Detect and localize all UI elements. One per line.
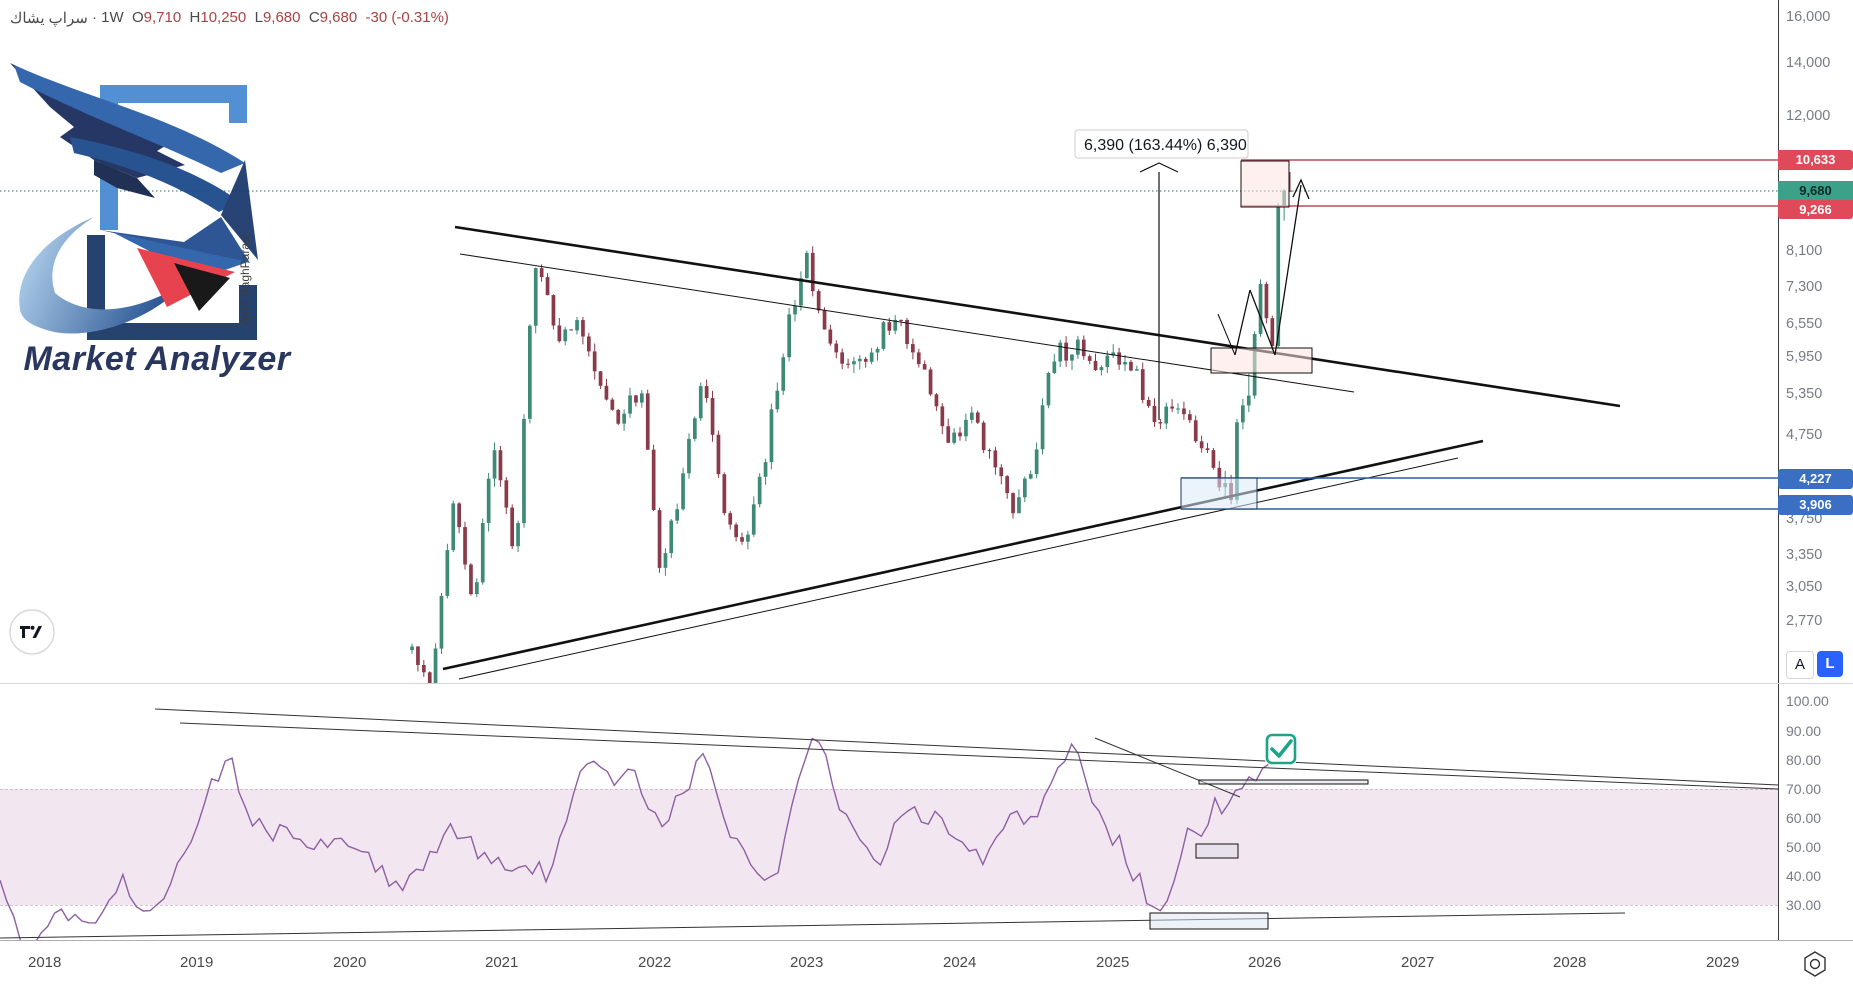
svg-text:Amir HaghParast: Amir HaghParast (238, 233, 252, 325)
